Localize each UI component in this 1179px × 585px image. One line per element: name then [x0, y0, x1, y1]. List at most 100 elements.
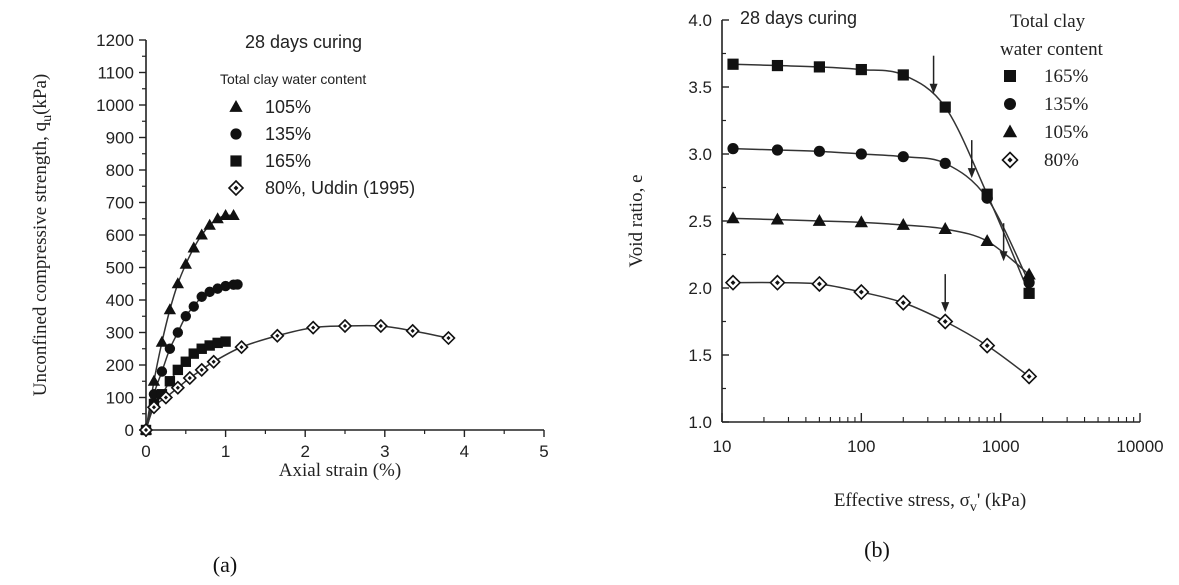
data-point-b-triangle — [770, 212, 785, 225]
y-tick-label-b: 3.5 — [688, 78, 712, 97]
x-tick-label-b: 10 — [713, 437, 732, 456]
annotation-b: 28 days curing — [740, 8, 857, 28]
points-a — [138, 209, 456, 438]
x-tick-label-a: 5 — [539, 442, 548, 461]
legend-marker-a-circle — [230, 128, 242, 140]
y-tick-label-b: 4.0 — [688, 11, 712, 30]
panel-label-b: (b) — [864, 537, 890, 562]
data-point-a-square — [204, 340, 215, 351]
legend-marker-b-triangle — [1002, 124, 1018, 138]
legend-title-b-line1: Total clay — [1010, 11, 1086, 32]
data-point-a-triangle — [219, 209, 232, 221]
y-tick-label-a: 900 — [106, 129, 134, 148]
data-point-b-triangle — [726, 211, 740, 224]
legend-label-b: 105% — [1044, 122, 1089, 143]
data-point-a-triangle — [227, 209, 240, 221]
data-point-a-circle — [196, 291, 207, 302]
data-point-a-circle — [220, 280, 231, 292]
data-point-b-square — [897, 69, 909, 81]
data-point-a-diamond — [194, 362, 209, 378]
y-axis-label-main-a: Unconfined compressive strength, q — [30, 121, 51, 396]
x-axis-label-unit-b: ' (kPa) — [977, 490, 1026, 511]
data-point-b-circle — [855, 148, 867, 160]
data-point-a-diamond — [373, 318, 388, 334]
legend-label-b: 80% — [1044, 150, 1079, 171]
data-point-a-diamond — [146, 400, 162, 415]
data-point-b-diamond — [895, 294, 912, 311]
legend-marker-b-diamond — [1001, 151, 1019, 169]
data-point-b-triangle — [1022, 267, 1036, 280]
panel-label-a: (a) — [213, 552, 237, 577]
data-point-b-square — [939, 101, 951, 113]
x-tick-label-a: 3 — [380, 442, 389, 461]
data-point-a-square — [196, 343, 207, 354]
x-axis-label-sub-b: v — [970, 500, 977, 515]
y-tick-label-a: 1000 — [96, 96, 134, 115]
data-point-b-circle — [771, 144, 784, 156]
data-point-a-square — [220, 336, 231, 347]
data-point-b-diamond — [769, 274, 786, 291]
data-point-b-diamond — [937, 313, 954, 330]
data-point-a-diamond — [138, 422, 154, 438]
data-point-a-diamond — [270, 328, 285, 343]
data-point-b-diamond — [1020, 368, 1038, 385]
data-point-a-triangle — [179, 257, 192, 269]
y-axis-label-b: Void ratio, e — [626, 174, 647, 267]
data-point-a-circle — [172, 327, 184, 338]
points-b — [724, 58, 1038, 385]
data-point-a-square — [172, 364, 184, 376]
data-point-a-circle — [212, 283, 223, 294]
data-point-a-diamond — [405, 323, 420, 339]
legend-label-b: 165% — [1044, 66, 1089, 87]
data-point-b-circle — [897, 151, 909, 163]
data-point-b-square — [727, 58, 739, 70]
x-tick-label-b: 10000 — [1116, 437, 1163, 456]
data-point-b-triangle — [980, 234, 994, 246]
y-tick-label-a: 500 — [106, 259, 134, 278]
data-point-b-circle — [939, 157, 951, 169]
x-axis-label-a: Axial strain (%) — [279, 460, 401, 481]
data-point-a-diamond — [234, 339, 249, 355]
data-point-b-diamond — [811, 275, 828, 293]
data-point-a-circle — [232, 279, 243, 290]
series-curve-b-square — [733, 63, 1030, 294]
annotation-a: 28 days curing — [245, 32, 362, 52]
y-tick-label-a: 800 — [106, 161, 134, 180]
x-axis-label-b: Effective stress, σv' (kPa) — [834, 490, 1026, 515]
data-point-a-diamond — [337, 318, 353, 334]
yield-arrow — [999, 223, 1008, 262]
data-point-b-circle — [1023, 277, 1035, 289]
data-point-a-triangle — [171, 277, 185, 289]
x-ticks-b: 10 100 1000 10000 — [713, 413, 1164, 456]
data-point-b-circle — [813, 145, 825, 157]
y-tick-label-b: 1.5 — [688, 346, 712, 365]
legend-marker-a-square — [230, 155, 242, 167]
arrows-b — [929, 55, 1008, 313]
data-point-a-square — [180, 356, 191, 367]
legend-label-b: 135% — [1044, 94, 1089, 115]
legend-marker-b-circle — [1004, 98, 1016, 110]
data-point-a-diamond — [158, 390, 174, 405]
yield-arrow — [929, 55, 938, 94]
y-tick-label-b: 1.0 — [688, 413, 712, 432]
yield-arrow — [941, 274, 950, 313]
y-tick-label-a: 700 — [106, 194, 134, 213]
data-point-a-circle — [204, 286, 215, 298]
x-tick-label-b: 100 — [847, 437, 875, 456]
legend-title-a: Total clay water content — [220, 71, 366, 87]
data-point-b-square — [771, 59, 784, 72]
data-point-a-diamond — [306, 320, 321, 335]
series-curve-b-diamond — [733, 281, 1030, 378]
data-point-a-circle — [188, 301, 199, 312]
y-tick-label-b: 2.5 — [688, 212, 712, 231]
x-tick-label-b: 1000 — [982, 437, 1020, 456]
y-tick-label-a: 100 — [106, 389, 134, 408]
y-axis-label-unit-a: (kPa) — [30, 74, 51, 115]
data-point-b-square — [813, 61, 825, 73]
data-point-a-diamond — [441, 330, 456, 346]
data-point-a-square — [212, 337, 223, 349]
data-point-b-square — [1023, 287, 1035, 299]
x-tick-label-a: 0 — [141, 442, 150, 461]
x-ticks-a: 0 1 2 3 4 5 — [141, 430, 549, 461]
y-tick-label-a: 0 — [125, 421, 134, 440]
